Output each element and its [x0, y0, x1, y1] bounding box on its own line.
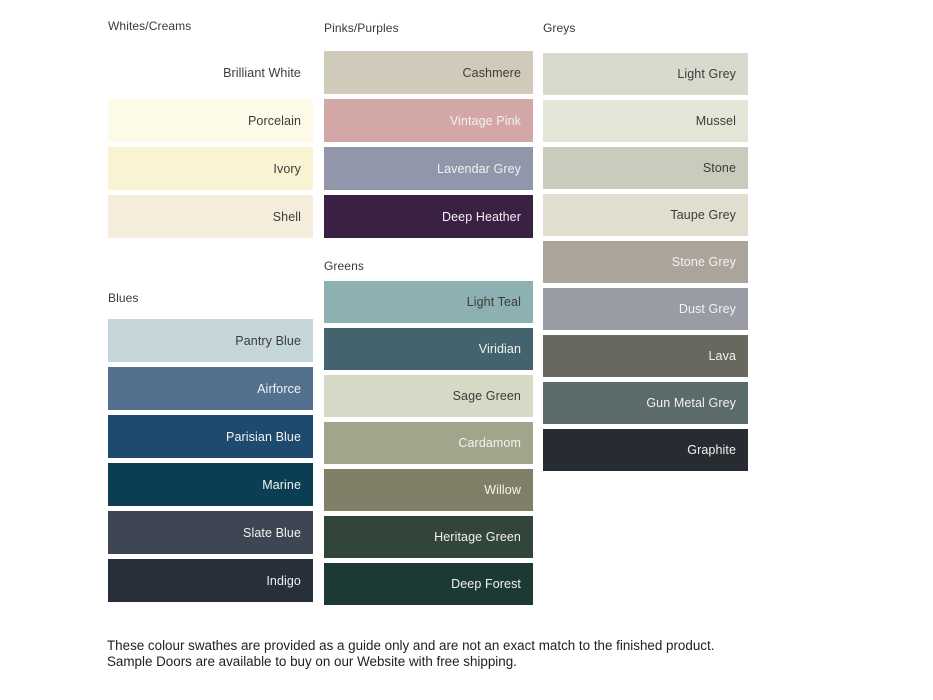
color-swatch: Sage Green — [324, 375, 533, 417]
swatch-label: Brilliant White — [223, 65, 301, 80]
color-swatch: Gun Metal Grey — [543, 382, 748, 424]
color-swatch: Parisian Blue — [108, 415, 313, 458]
color-swatch: Shell — [108, 195, 313, 238]
swatch-label: Lavendar Grey — [437, 161, 521, 176]
swatch-label: Willow — [484, 483, 521, 497]
section-title: Whites/Creams — [108, 19, 192, 33]
color-swatch: Lava — [543, 335, 748, 377]
swatch-label: Porcelain — [247, 113, 301, 128]
color-swatch: Brilliant White — [108, 51, 313, 94]
swatch-label: Vintage Pink — [449, 113, 521, 128]
swatch-label: Deep Heather — [441, 209, 521, 224]
swatch-label: Stone — [702, 161, 736, 175]
section-title: Greys — [543, 21, 576, 35]
swatch-label: Mussel — [695, 114, 736, 128]
color-swatch: Willow — [324, 469, 533, 511]
color-swatch: Porcelain — [108, 99, 313, 142]
color-swatch: Pantry Blue — [108, 319, 313, 362]
swatch-label: Viridian — [478, 342, 521, 356]
color-swatch: Slate Blue — [108, 511, 313, 554]
color-swatch: Dust Grey — [543, 288, 748, 330]
color-swatch: Indigo — [108, 559, 313, 602]
footer-disclaimer: These colour swathes are provided as a g… — [107, 638, 722, 669]
palette-section: Greys Light Grey Mussel Stone Taupe Grey Ston… — [543, 20, 748, 471]
column-greys: Greys Light Grey Mussel Stone Taupe Grey Ston… — [543, 20, 748, 471]
color-swatch: Stone Grey — [543, 241, 748, 283]
swatch-label: Cardamom — [458, 436, 521, 450]
swatch-stack: Light Teal Viridian Sage Green Cardamom Will… — [324, 281, 533, 605]
swatch-label: Taupe Grey — [670, 208, 736, 222]
swatch-label: Dust Grey — [678, 302, 736, 316]
color-swatch: Ivory — [108, 147, 313, 190]
color-swatch: Stone — [543, 147, 748, 189]
palette-section: Greens Light Teal Viridian Sage Green Cardam… — [324, 258, 533, 605]
color-swatch: Taupe Grey — [543, 194, 748, 236]
swatch-stack: Light Grey Mussel Stone Taupe Grey Stone Gre… — [543, 53, 748, 471]
swatch-label: Light Grey — [677, 67, 736, 81]
swatch-stack: Pantry Blue Airforce Parisian Blue Marine Sl… — [108, 319, 313, 602]
swatch-label: Shell — [272, 209, 301, 224]
swatch-label: Airforce — [257, 381, 301, 396]
color-swatch: Heritage Green — [324, 516, 533, 558]
column-pinks-greens: Pinks/Purples Cashmere Vintage Pink Lavenda… — [324, 20, 533, 605]
color-swatch: Airforce — [108, 367, 313, 410]
color-swatch: Light Teal — [324, 281, 533, 323]
section-title: Greens — [324, 259, 364, 273]
color-swatch: Deep Heather — [324, 195, 533, 238]
color-swatch: Deep Forest — [324, 563, 533, 605]
color-swatch: Marine — [108, 463, 313, 506]
swatch-label: Parisian Blue — [226, 429, 301, 444]
swatch-stack: Brilliant White Porcelain Ivory Shell — [108, 51, 313, 238]
section-title: Blues — [108, 291, 139, 305]
color-swatch: Vintage Pink — [324, 99, 533, 142]
swatch-label: Stone Grey — [671, 255, 736, 269]
swatch-label: Cashmere — [462, 65, 521, 80]
column-whites-blues: Whites/Creams Brilliant White Porcelain Ivo… — [108, 18, 313, 602]
color-swatch: Viridian — [324, 328, 533, 370]
swatch-label: Ivory — [273, 161, 301, 176]
swatch-label: Marine — [262, 477, 301, 492]
swatch-label: Graphite — [687, 443, 736, 457]
color-swatch: Mussel — [543, 100, 748, 142]
color-swatch: Cardamom — [324, 422, 533, 464]
swatch-label: Sage Green — [452, 389, 521, 403]
swatch-label: Light Teal — [466, 295, 521, 309]
color-swatch: Cashmere — [324, 51, 533, 94]
color-swatch: Lavendar Grey — [324, 147, 533, 190]
swatch-stack: Cashmere Vintage Pink Lavendar Grey Deep He… — [324, 51, 533, 238]
color-swatch: Graphite — [543, 429, 748, 471]
palette-section: Pinks/Purples Cashmere Vintage Pink Lavenda… — [324, 20, 533, 238]
swatch-label: Indigo — [266, 573, 301, 588]
swatch-label: Deep Forest — [451, 577, 521, 591]
swatch-label: Slate Blue — [243, 525, 301, 540]
swatch-label: Gun Metal Grey — [646, 396, 736, 410]
section-title: Pinks/Purples — [324, 21, 399, 35]
swatch-label: Pantry Blue — [235, 333, 301, 348]
palette-section: Whites/Creams Brilliant White Porcelain Ivo… — [108, 18, 313, 238]
color-swatch: Light Grey — [543, 53, 748, 95]
swatch-label: Lava — [708, 349, 736, 363]
palette-section: Blues Pantry Blue Airforce Parisian Blue Mar… — [108, 290, 313, 602]
swatch-label: Heritage Green — [434, 530, 521, 544]
